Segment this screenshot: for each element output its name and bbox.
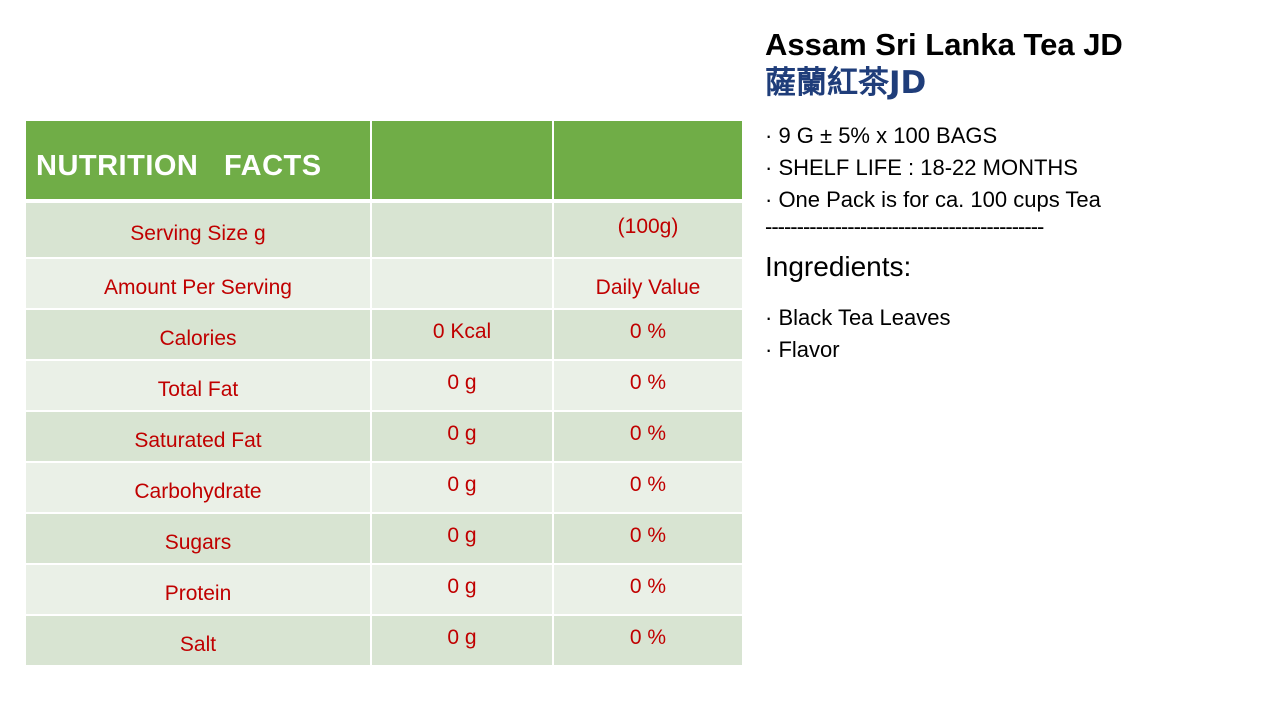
row-amount: 0 g (370, 410, 554, 463)
row-amount (370, 200, 554, 259)
nutrition-facts-panel: NUTRITION FACTS Serving Size g (100g) Am… (24, 119, 744, 667)
row-label: Calories (24, 308, 372, 361)
spec-item: · SHELF LIFE : 18-22 MONTHS (765, 155, 1078, 180)
spec-item: · 9 G ± 5% x 100 BAGS (765, 123, 998, 148)
header-cell-amount (370, 119, 554, 203)
row-daily-value: 0 % (552, 563, 744, 616)
row-amount: 0 g (370, 359, 554, 412)
row-label: Salt (24, 614, 372, 667)
table-row: Salt 0 g 0 % (24, 614, 744, 667)
row-amount: 0 g (370, 614, 554, 667)
row-label: Total Fat (24, 359, 372, 412)
spec-item: · One Pack is for ca. 100 cups Tea (765, 187, 1101, 212)
product-name: Assam Sri Lanka Tea JD (765, 27, 1123, 62)
row-daily-value: 0 % (552, 308, 744, 361)
ingredient-item: · Flavor (765, 337, 840, 362)
table-row: Protein 0 g 0 % (24, 563, 744, 616)
ingredient-item: · Black Tea Leaves (765, 305, 951, 330)
table-row: Serving Size g (100g) (24, 200, 744, 259)
product-specs: · 9 G ± 5% x 100 BAGS · SHELF LIFE : 18-… (765, 120, 1265, 216)
table-row: Carbohydrate 0 g 0 % (24, 461, 744, 514)
row-label: Protein (24, 563, 372, 616)
row-label: Serving Size g (24, 200, 372, 259)
table-row: Saturated Fat 0 g 0 % (24, 410, 744, 463)
table-row: Sugars 0 g 0 % (24, 512, 744, 565)
product-name-chinese: 薩蘭紅茶JD (765, 64, 1265, 102)
row-daily-value: (100g) (552, 200, 744, 259)
row-daily-value: 0 % (552, 512, 744, 565)
ingredients-list: · Black Tea Leaves · Flavor (765, 302, 1265, 366)
row-label: Sugars (24, 512, 372, 565)
table-row: Total Fat 0 g 0 % (24, 359, 744, 412)
header-cell-daily (552, 119, 744, 203)
row-label: Saturated Fat (24, 410, 372, 463)
product-info-panel: Assam Sri Lanka Tea JD 薩蘭紅茶JD · 9 G ± 5%… (765, 26, 1265, 366)
product-name-chinese-text: 薩蘭紅茶 (765, 65, 889, 101)
row-label: Carbohydrate (24, 461, 372, 514)
dashed-divider: ----------------------------------------… (765, 216, 1044, 238)
nutrition-table: NUTRITION FACTS Serving Size g (100g) Am… (24, 119, 744, 667)
nutrition-header-row: NUTRITION FACTS (24, 119, 744, 203)
row-label: Amount Per Serving (24, 257, 372, 310)
row-daily-value: 0 % (552, 461, 744, 514)
ingredients-title: Ingredients: (765, 251, 912, 282)
row-daily-value: Daily Value (552, 257, 744, 310)
row-amount: 0 g (370, 461, 554, 514)
row-daily-value: 0 % (552, 410, 744, 463)
table-row: Calories 0 Kcal 0 % (24, 308, 744, 361)
product-name-chinese-suffix: JD (889, 65, 927, 101)
nutrition-title: NUTRITION FACTS (24, 119, 372, 203)
row-daily-value: 0 % (552, 614, 744, 667)
row-amount: 0 g (370, 512, 554, 565)
table-row: Amount Per Serving Daily Value (24, 257, 744, 310)
row-amount: 0 Kcal (370, 308, 554, 361)
row-daily-value: 0 % (552, 359, 744, 412)
row-amount: 0 g (370, 563, 554, 616)
row-amount (370, 257, 554, 310)
